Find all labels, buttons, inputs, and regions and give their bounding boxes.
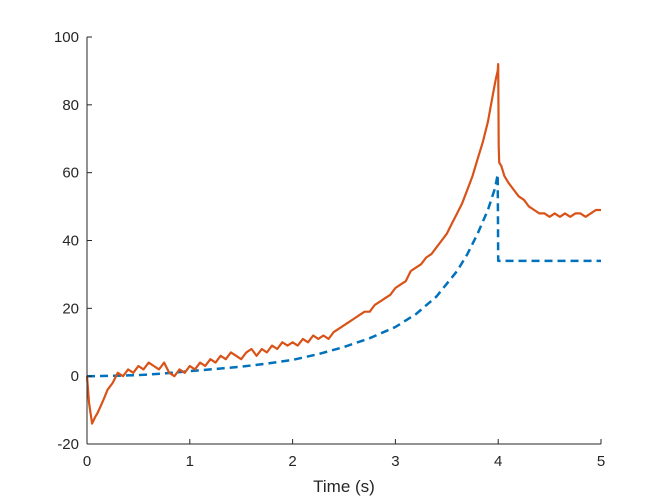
y-tick-label: 20 (62, 300, 79, 317)
y-tick-label: 80 (62, 97, 79, 114)
y-tick-label: -20 (57, 436, 79, 453)
x-tick-label: 3 (391, 453, 399, 470)
x-axis-label: Time (s) (313, 477, 375, 496)
x-tick-label: 1 (186, 453, 194, 470)
x-axis: 0 1 2 3 4 5 (83, 439, 605, 470)
x-tick-label: 5 (597, 453, 605, 470)
solid-series-line (85, 62, 601, 425)
x-tick-label: 4 (494, 453, 502, 470)
dashed-series-line (86, 173, 601, 378)
y-tick-label: 100 (54, 29, 79, 46)
y-tick-label: 40 (62, 233, 79, 250)
x-tick-label: 0 (83, 453, 91, 470)
y-axis: -20 0 20 40 60 80 100 (54, 29, 92, 453)
series-layer (85, 62, 601, 425)
y-tick-label: 60 (62, 165, 79, 182)
y-tick-label: 0 (71, 368, 79, 385)
x-tick-label: 2 (288, 453, 296, 470)
